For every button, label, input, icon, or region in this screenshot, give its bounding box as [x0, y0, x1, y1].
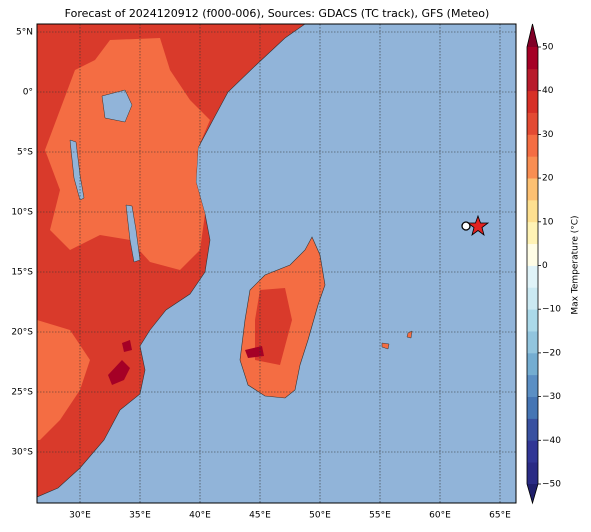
- colorbar-band: [527, 199, 538, 223]
- y-tick-label: 5°S: [17, 148, 33, 158]
- colorbar-band: [527, 309, 538, 332]
- colorbar-band: [527, 221, 538, 245]
- y-tick-label: 30°S: [11, 448, 33, 458]
- x-tick-label: 50°E: [309, 511, 331, 521]
- colorbar-band: [527, 440, 538, 463]
- colorbar-tick-label: −40: [542, 436, 561, 446]
- colorbar: [526, 23, 541, 505]
- colorbar-label: Max Temperature (°C): [571, 215, 581, 314]
- colorbar-tick-label: −20: [542, 348, 561, 358]
- colorbar-tick-label: −10: [542, 305, 561, 315]
- map-frame: [36, 23, 517, 504]
- x-tick-label: 45°E: [249, 511, 271, 521]
- colorbar-tick-label: 20: [542, 174, 554, 184]
- chart-title: Forecast of 2024120912 (f000-006), Sourc…: [65, 7, 490, 20]
- colorbar-tick-label: 50: [542, 43, 554, 53]
- y-tick-label: 5°N: [16, 28, 33, 38]
- colorbar-band: [527, 68, 538, 92]
- colorbar-band: [527, 396, 538, 419]
- warm-region: [37, 320, 90, 440]
- colorbar-tick-label: 10: [542, 217, 554, 227]
- colorbar-band: [527, 90, 538, 113]
- colorbar-band: [527, 287, 538, 310]
- hot-region: [255, 288, 292, 365]
- tc-position: [466, 214, 490, 237]
- y-tick-label: 15°S: [11, 268, 33, 278]
- colorbar-band: [527, 462, 538, 485]
- y-tick-label: 0°: [23, 88, 33, 98]
- y-tick-label: 20°S: [11, 328, 33, 338]
- x-tick-label: 55°E: [369, 511, 391, 521]
- colorbar-band: [527, 352, 538, 376]
- colorbar-band: [527, 418, 538, 441]
- lake: [125, 204, 141, 263]
- colorbar-band: [527, 134, 538, 157]
- y-tick-label: 25°S: [11, 388, 33, 398]
- colorbar-band: [527, 265, 538, 288]
- x-tick-label: 60°E: [429, 511, 451, 521]
- colorbar-extend-under: [527, 484, 538, 503]
- colorbar-band: [527, 331, 538, 354]
- colorbar-band: [527, 178, 538, 201]
- colorbar-tick-label: 0: [542, 261, 548, 271]
- hot-region: [108, 340, 132, 385]
- island: [381, 330, 413, 350]
- colorbar-tick-label: 40: [542, 86, 554, 96]
- hot-region: [245, 346, 264, 358]
- lake: [101, 89, 133, 123]
- map: [37, 24, 516, 503]
- colorbar-tick-label: −50: [542, 480, 561, 490]
- colorbar-band: [527, 243, 538, 266]
- x-tick-label: 65°E: [489, 511, 511, 521]
- colorbar-extend-over: [527, 24, 538, 47]
- colorbar-band: [527, 47, 538, 70]
- colorbar-band: [527, 374, 538, 397]
- y-tick-label: 10°S: [11, 208, 33, 218]
- tc-track-point: [461, 221, 471, 231]
- colorbar-band: [527, 112, 538, 135]
- x-tick-label: 30°E: [69, 511, 91, 521]
- colorbar-band: [527, 156, 538, 179]
- colorbar-tick-label: −30: [542, 392, 561, 402]
- x-tick-label: 40°E: [189, 511, 211, 521]
- x-tick-label: 35°E: [129, 511, 151, 521]
- grid: [37, 24, 516, 503]
- colorbar-tick-label: 30: [542, 130, 554, 140]
- lake: [69, 139, 85, 201]
